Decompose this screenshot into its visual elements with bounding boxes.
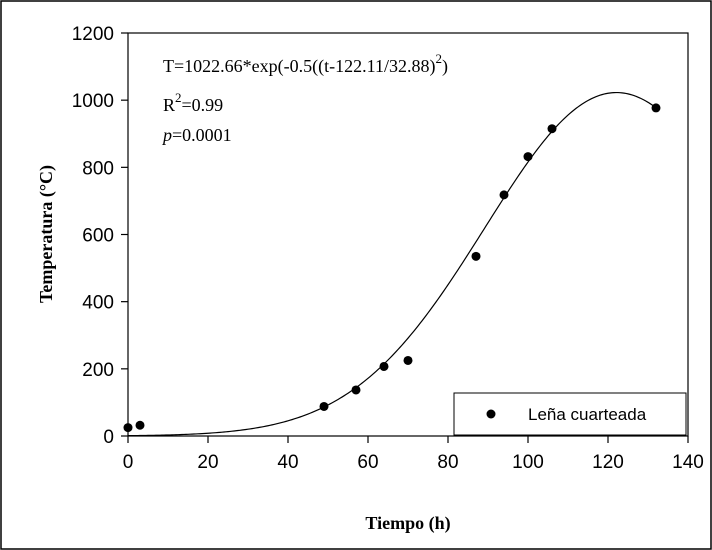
data-point [403, 355, 413, 365]
y-tick-label: 1000 [72, 91, 114, 112]
legend: Leña cuarteada [453, 392, 687, 436]
y-tick-label: 600 [82, 226, 114, 247]
x-tick-label: 120 [592, 452, 624, 473]
data-point [351, 385, 361, 395]
r-squared-label: R [163, 95, 175, 115]
x-axis-ticks: 0 20 40 60 80 100 120 140 [123, 436, 704, 473]
y-tick-label: 0 [103, 427, 114, 448]
x-tick-label: 0 [123, 452, 134, 473]
x-tick-label: 140 [672, 452, 704, 473]
data-point [499, 190, 509, 200]
p-value: p=0.0001 [161, 125, 232, 145]
fit-curve [127, 91, 657, 437]
plot-area [127, 32, 689, 437]
y-tick-label: 800 [82, 158, 114, 179]
legend-marker [486, 409, 496, 419]
y-axis-ticks: 0 200 400 600 800 1000 1200 [72, 24, 128, 448]
data-point [651, 103, 661, 113]
x-tick-label: 40 [277, 452, 298, 473]
x-axis-title: Tiempo (h) [365, 513, 450, 534]
legend-label: Leña cuarteada [528, 405, 647, 424]
data-point [523, 152, 533, 162]
data-point [547, 124, 557, 134]
y-tick-label: 400 [82, 293, 114, 314]
data-point [379, 361, 389, 371]
x-tick-label: 80 [437, 452, 458, 473]
legend-box [453, 392, 687, 436]
r-squared-exponent: 2 [175, 90, 182, 105]
y-tick-label: 1200 [72, 24, 114, 45]
fit-equation-close: ) [442, 56, 448, 77]
p-value-label: p [161, 125, 172, 145]
y-axis-title: Temperatura (°C) [36, 165, 57, 303]
p-value-number: =0.0001 [172, 125, 232, 145]
y-tick-label: 200 [82, 360, 114, 381]
data-point [135, 420, 145, 430]
x-tick-label: 60 [357, 452, 378, 473]
fit-equation-main: T=1022.66*exp(-0.5((t-122.11/32.88) [163, 56, 435, 77]
fit-equation: T=1022.66*exp(-0.5((t-122.11/32.88)2) [163, 51, 448, 77]
x-tick-label: 100 [512, 452, 544, 473]
data-points [123, 103, 661, 433]
data-point [123, 423, 133, 433]
fit-equation-exponent: 2 [435, 51, 442, 66]
data-point [471, 251, 481, 261]
r-squared: R2=0.99 [163, 90, 223, 115]
data-point [319, 401, 329, 411]
r-squared-value: =0.99 [182, 95, 224, 115]
x-tick-label: 20 [197, 452, 218, 473]
